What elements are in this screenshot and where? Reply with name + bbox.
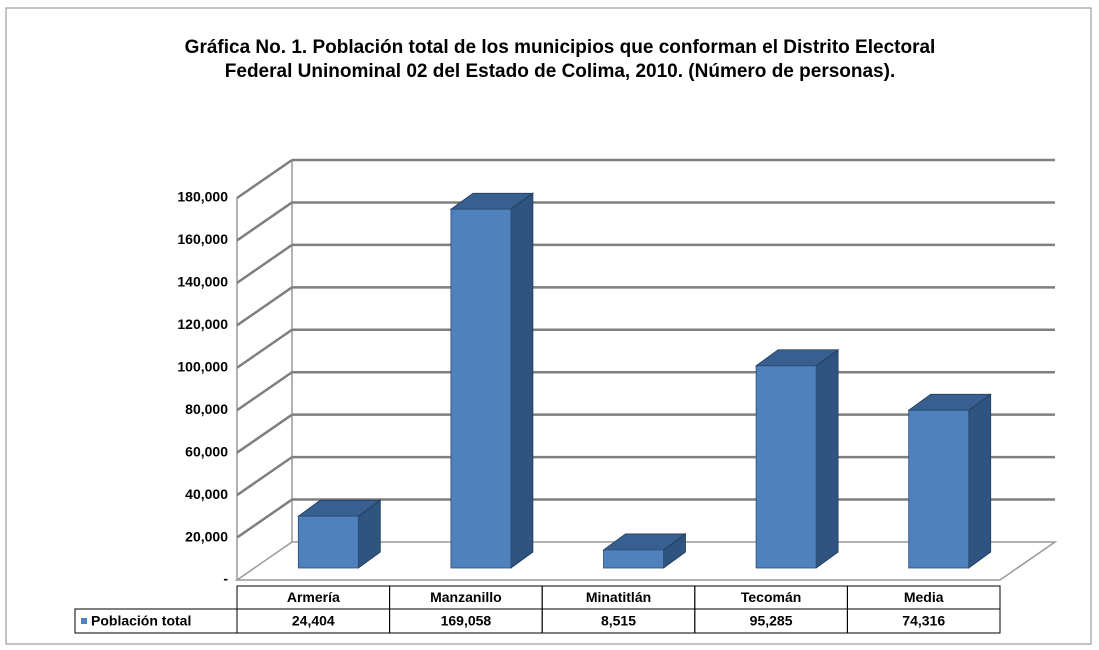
bar	[450, 208, 512, 569]
y-tick-label: 140,000	[177, 274, 228, 290]
y-tick-label: 180,000	[177, 189, 228, 205]
bar-side	[510, 192, 534, 569]
grid-line	[236, 243, 293, 284]
chart-title: Gráfica No. 1. Población total de los mu…	[184, 37, 936, 82]
bar	[297, 515, 359, 569]
y-tick-label: 100,000	[177, 358, 228, 374]
y-tick-label: 80,000	[185, 401, 228, 417]
table-value: 74,316	[902, 613, 945, 629]
x-tick-label: Tecomán	[741, 589, 801, 605]
y-tick-label: 40,000	[185, 486, 228, 502]
table-value: 169,058	[441, 613, 492, 629]
grid-line	[236, 456, 293, 497]
grid-line	[236, 498, 293, 539]
bar	[603, 549, 664, 569]
table-value: 8,515	[601, 613, 636, 629]
grid-line	[236, 201, 293, 242]
table-value: 24,404	[292, 613, 335, 629]
y-tick-label: 120,000	[177, 316, 228, 332]
bar-side	[815, 348, 839, 569]
table-value: 95,285	[750, 613, 793, 629]
legend-label: Población total	[91, 613, 191, 629]
grid-line	[236, 286, 293, 327]
x-tick-label: Manzanillo	[430, 589, 502, 605]
x-tick-label: Media	[904, 589, 944, 605]
grid-line	[236, 328, 293, 369]
bar	[755, 365, 817, 569]
table-cell	[846, 608, 1001, 634]
x-tick-label: Minatitlán	[586, 589, 651, 605]
y-tick-label: 160,000	[177, 231, 228, 247]
grid-line	[236, 413, 293, 454]
y-tick-label: 20,000	[185, 528, 228, 544]
y-tick-label: 60,000	[185, 443, 228, 459]
bar-side	[968, 393, 992, 569]
legend-swatch	[81, 618, 87, 624]
grid-line	[236, 371, 293, 412]
y-tick-label: -	[223, 571, 228, 587]
bar	[908, 409, 970, 569]
x-tick-label: Armería	[287, 589, 340, 605]
grid-line	[236, 158, 293, 200]
